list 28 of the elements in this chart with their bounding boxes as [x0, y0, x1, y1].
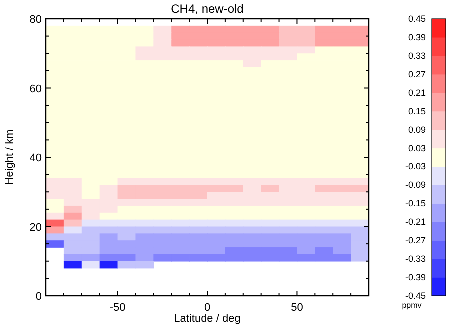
x-tick-label: 50 [291, 302, 304, 314]
color-bar-label: 0.15 [408, 106, 426, 116]
y-tick-label: 0 [36, 291, 42, 303]
x-tick-label: -50 [110, 302, 126, 314]
color-bar-label: 0.45 [408, 14, 426, 24]
color-bar-label: -0.39 [405, 272, 426, 283]
color-bar-label: -0.33 [405, 254, 426, 264]
color-bar-label: -0.03 [405, 162, 426, 172]
color-bar-label: 0.21 [408, 88, 426, 98]
x-tick-label: 0 [204, 302, 211, 314]
y-tick-label: 40 [30, 152, 42, 164]
color-bar-label: 0.33 [408, 50, 426, 61]
y-tick-label: 20 [30, 222, 42, 234]
color-bar-label: 0.09 [408, 124, 426, 135]
color-bar-label: -0.27 [405, 236, 426, 246]
y-tick-label: 60 [30, 83, 42, 96]
y-axis-title: Height / km [4, 130, 16, 186]
color-bar-label: -0.45 [405, 291, 426, 301]
color-bar-title: ppmv [402, 301, 422, 310]
chart-title: CH4, new-old [171, 2, 244, 16]
y-tick-label: 80 [30, 14, 42, 26]
color-bar-label: -0.15 [405, 198, 426, 209]
color-bar-label: -0.09 [405, 180, 426, 190]
color-bar-label: 0.39 [408, 32, 426, 42]
color-bar-label: 0.27 [408, 69, 426, 80]
color-bar-label: 0.03 [408, 143, 426, 154]
x-axis-title: Latitude / deg [174, 313, 241, 325]
color-bar-label: -0.21 [405, 217, 426, 228]
